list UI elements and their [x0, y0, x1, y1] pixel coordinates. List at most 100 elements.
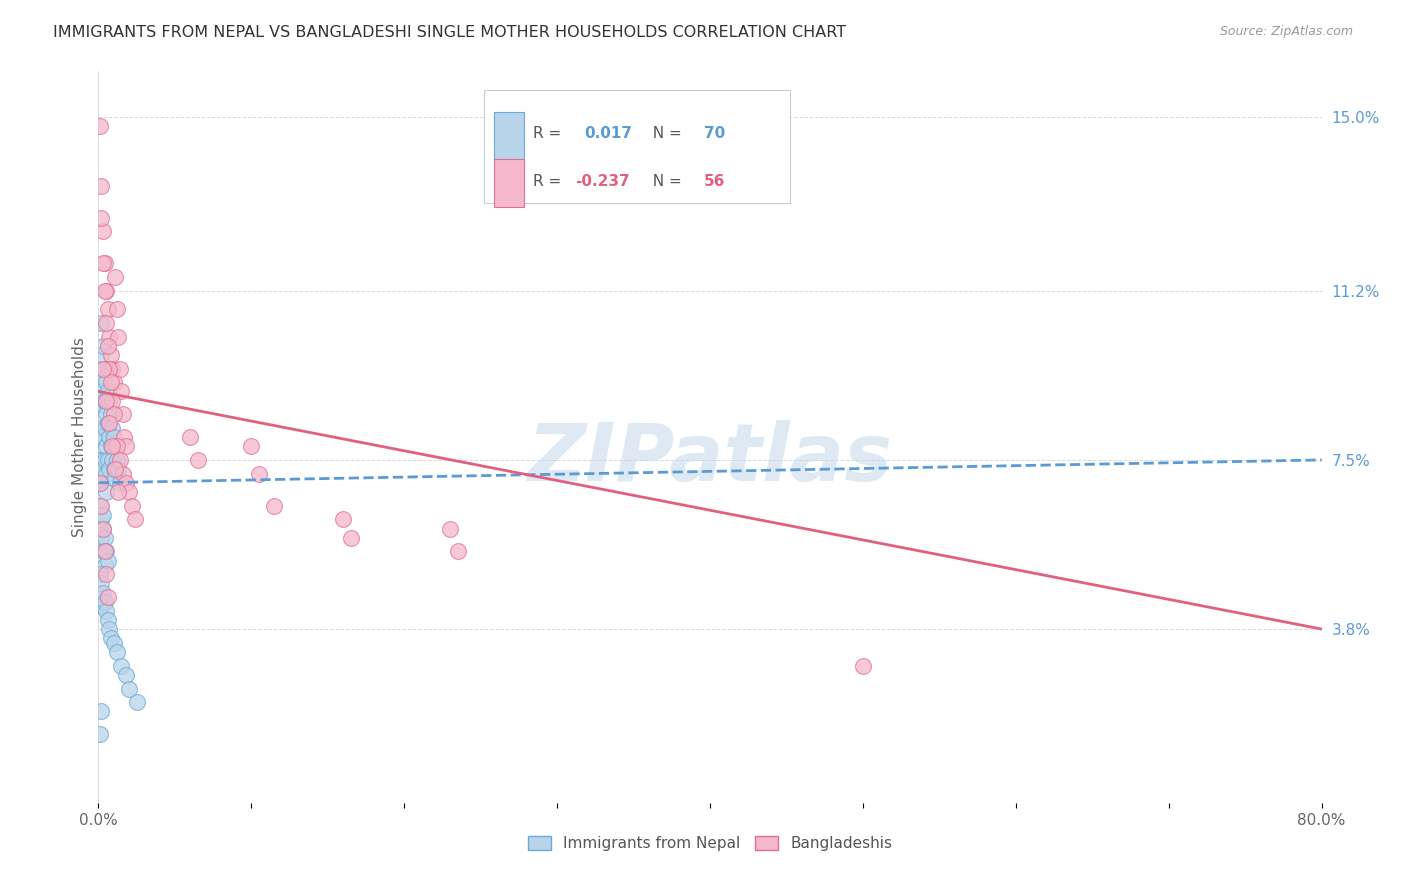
Point: [107, 462, 129, 476]
Y-axis label: Single Mother Households: Single Mother Households: [72, 337, 87, 537]
Point: [91, 338, 114, 352]
Point: [98, 622, 121, 636]
Point: [247, 467, 270, 481]
Point: [90, 421, 112, 435]
Point: [91, 521, 114, 535]
Point: [115, 439, 138, 453]
Point: [89, 475, 111, 490]
Point: [115, 475, 138, 490]
Point: [89, 393, 111, 408]
Point: [98, 430, 121, 444]
Point: [93, 531, 115, 545]
Point: [103, 376, 125, 390]
Point: [97, 553, 120, 567]
Point: [91, 585, 114, 599]
Point: [104, 471, 127, 485]
Point: [107, 329, 129, 343]
Point: [91, 462, 114, 476]
Point: [90, 384, 112, 399]
Point: [90, 531, 112, 545]
Point: [94, 544, 117, 558]
Point: [339, 531, 361, 545]
Point: [91, 398, 114, 412]
FancyBboxPatch shape: [494, 159, 524, 207]
Point: [90, 316, 112, 330]
Point: [125, 695, 148, 709]
Point: [107, 485, 129, 500]
Point: [97, 590, 120, 604]
Point: [97, 613, 120, 627]
Point: [91, 224, 114, 238]
Point: [101, 361, 124, 376]
Point: [103, 430, 125, 444]
Point: [94, 439, 117, 453]
Point: [93, 595, 115, 609]
Point: [98, 393, 121, 408]
Point: [93, 361, 115, 376]
Point: [108, 361, 131, 376]
Text: N =: N =: [643, 126, 686, 141]
Point: [94, 485, 117, 500]
Point: [91, 430, 114, 444]
Point: [90, 576, 112, 591]
Point: [93, 256, 115, 270]
Point: [90, 211, 112, 225]
Point: [439, 521, 461, 535]
Point: [101, 439, 124, 453]
Text: 56: 56: [704, 174, 725, 188]
Point: [89, 567, 111, 582]
Point: [100, 407, 122, 421]
Text: N =: N =: [643, 174, 686, 188]
Point: [89, 430, 111, 444]
Text: ZIPatlas: ZIPatlas: [527, 420, 893, 498]
Point: [98, 361, 121, 376]
Text: -0.237: -0.237: [575, 174, 630, 188]
Point: [97, 384, 120, 399]
Point: [101, 393, 124, 408]
Point: [118, 485, 141, 500]
Point: [89, 727, 111, 741]
Point: [100, 376, 122, 390]
Point: [97, 417, 120, 431]
Point: [89, 453, 111, 467]
Point: [447, 544, 470, 558]
Point: [98, 329, 121, 343]
Point: [101, 421, 124, 435]
Point: [91, 361, 114, 376]
FancyBboxPatch shape: [484, 90, 790, 203]
Point: [111, 407, 134, 421]
Point: [89, 499, 111, 513]
Point: [94, 393, 117, 408]
Point: [121, 499, 143, 513]
Point: [98, 462, 121, 476]
Point: [110, 384, 132, 399]
Point: [93, 284, 115, 298]
Point: [94, 284, 117, 298]
Point: [89, 361, 111, 376]
Point: [91, 508, 114, 522]
Point: [111, 467, 134, 481]
Text: R =: R =: [533, 174, 565, 188]
Point: [89, 521, 111, 535]
Point: [263, 499, 285, 513]
Point: [93, 453, 115, 467]
Point: [112, 430, 135, 444]
Point: [101, 453, 124, 467]
FancyBboxPatch shape: [494, 112, 524, 159]
Point: [91, 370, 114, 384]
Point: [90, 499, 112, 513]
Point: [89, 590, 111, 604]
Point: [108, 453, 131, 467]
Point: [94, 604, 117, 618]
Point: [91, 256, 114, 270]
Point: [91, 521, 114, 535]
Point: [118, 681, 141, 696]
Point: [93, 393, 115, 408]
Point: [89, 120, 111, 134]
Point: [93, 558, 115, 573]
Point: [103, 462, 125, 476]
Point: [94, 567, 117, 582]
Point: [108, 475, 131, 490]
Point: [115, 667, 138, 681]
Point: [93, 421, 115, 435]
